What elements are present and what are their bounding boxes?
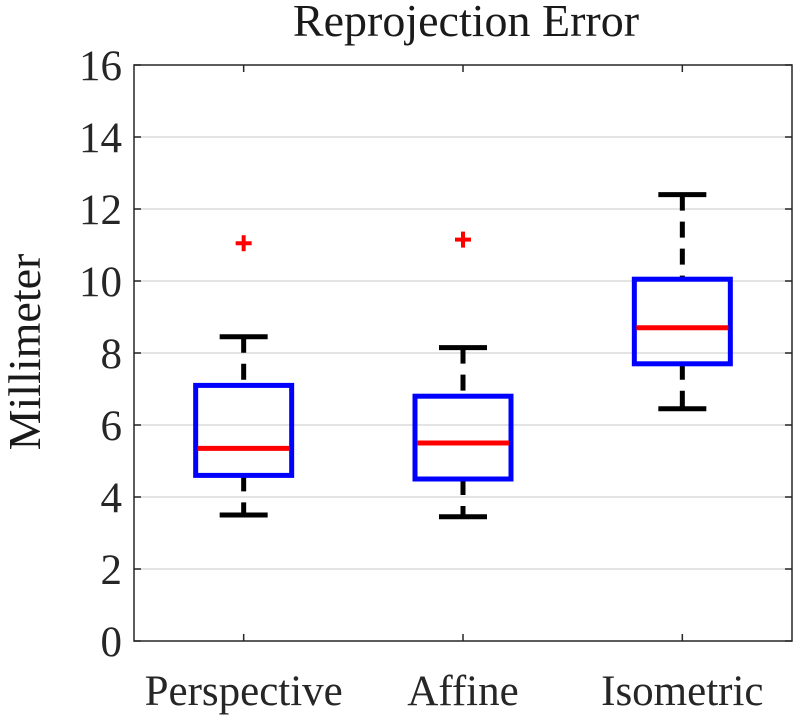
x-tick-label: Affine (407, 668, 518, 715)
x-tick-label: Perspective (145, 668, 343, 715)
y-tick-label: 2 (101, 547, 123, 594)
chart-title: Reprojection Error (293, 0, 639, 46)
x-tick-label: Isometric (601, 668, 763, 715)
y-tick-label: 8 (101, 331, 123, 378)
y-axis-label: Millimeter (0, 254, 50, 451)
grid-layer (134, 136, 792, 570)
y-tick-label: 10 (79, 259, 122, 306)
axis-layer: 0 2 4 6 8 10 12 14 16 Perspective Affine Isometric (79, 43, 793, 715)
box-layer (193, 192, 733, 520)
y-tick-label: 6 (101, 403, 123, 450)
y-tick-label: 0 (101, 619, 123, 666)
y-tick-label: 12 (79, 187, 122, 234)
y-tick-label: 14 (79, 115, 122, 162)
outlier-marker (455, 231, 471, 248)
outlier-marker (235, 235, 252, 252)
iqr-box (193, 382, 295, 478)
box-group-affine (412, 231, 514, 520)
y-tick-label: 4 (101, 475, 123, 522)
plot-frame (133, 64, 793, 642)
box-group-isometric (631, 192, 733, 412)
iqr-box (631, 276, 733, 367)
box-group-perspective (193, 235, 295, 518)
iqr-box (412, 393, 514, 482)
y-tick-label: 16 (79, 43, 122, 90)
